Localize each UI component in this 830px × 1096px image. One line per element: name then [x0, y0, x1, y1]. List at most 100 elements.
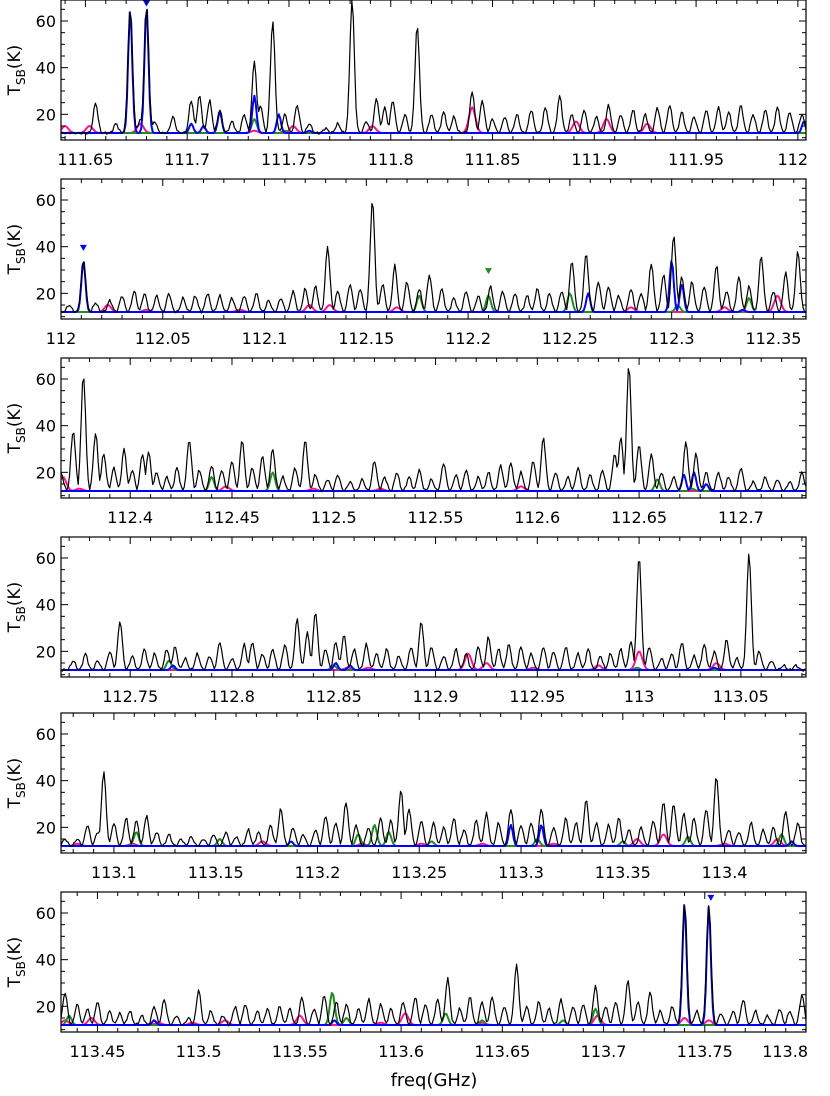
panel-plot-area [61, 553, 806, 672]
y-axis-label-main: T [5, 442, 25, 454]
panel-plot-area [61, 894, 806, 1027]
x-tick-label: 113.3 [498, 863, 544, 882]
panel-6: 20 40 60 113.45 113.5 113.55 113.6 113.65 113.7 1… [5, 891, 808, 1061]
y-tick-label: 60 [36, 191, 56, 210]
x-tick-label: 112.75 [102, 687, 158, 706]
series-observed [61, 0, 806, 135]
panel-plot-area [61, 0, 806, 135]
x-tick-label: 112.65 [611, 508, 667, 527]
y-axis-label: TSB(K) [5, 45, 28, 97]
x-tick-label: 112.05 [135, 329, 191, 348]
x-tick-label: 112.85 [306, 687, 362, 706]
panel-frame [60, 0, 807, 141]
y-tick-label: 40 [36, 59, 56, 78]
y-tick-label: 20 [36, 463, 56, 482]
x-tick-label: 111.75 [261, 150, 317, 169]
panel-3: 20 40 60 112.4 112.45 112.5 112.55 112.6 112.65 1… [5, 357, 807, 527]
y-axis-label-unit: (K) [5, 403, 25, 427]
x-tick-label: 113.6 [378, 1042, 424, 1061]
y-tick-label: 40 [36, 951, 56, 970]
x-tick-label: 112 [46, 329, 77, 348]
x-tick-label: 113.7 [581, 1042, 627, 1061]
y-axis-label: TSB(K) [5, 403, 28, 455]
x-tick-label: 113.15 [188, 863, 244, 882]
y-axis-label-main: T [5, 84, 25, 96]
y-axis-label-main: T [5, 621, 25, 633]
y-axis-label-sub: SB [14, 961, 28, 977]
y-tick-label: 20 [36, 105, 56, 124]
y-axis-label: TSB(K) [5, 582, 28, 634]
series-observed [61, 368, 806, 493]
series-magenta [61, 833, 806, 847]
x-tick-label: 113.05 [713, 687, 769, 706]
x-tick-label: 111.7 [164, 150, 210, 169]
line-marker-blue [707, 894, 715, 901]
y-axis-label-unit: (K) [5, 224, 25, 248]
x-tick-label: 112.8 [209, 687, 255, 706]
panel-frame [60, 712, 807, 854]
y-axis-label-unit: (K) [5, 582, 25, 606]
panel-5: 20 40 60 113.1 113.15 113.2 113.25 113.3 113.35 1… [5, 712, 807, 882]
x-tick-label: 113.75 [677, 1042, 733, 1061]
y-axis-label-sub: SB [14, 69, 28, 85]
x-axis-label: freq(GHz) [391, 1070, 478, 1091]
x-tick-label: 112.35 [745, 329, 801, 348]
y-axis-label-unit: (K) [5, 45, 25, 69]
x-tick-label: 112.55 [408, 508, 464, 527]
x-tick-label: 111.95 [668, 150, 724, 169]
panel-4: 20 40 60 112.75 112.8 112.85 112.9 112.95 113 113… [5, 536, 807, 706]
series-blue [61, 9, 806, 134]
y-axis-label-sub: SB [14, 427, 28, 443]
x-tick-label: 113.1 [91, 863, 137, 882]
x-tick-label: 113.65 [474, 1042, 530, 1061]
x-tick-label: 112.9 [413, 687, 459, 706]
panel-frame [60, 891, 807, 1033]
y-tick-label: 40 [36, 417, 56, 436]
y-axis-label-main: T [5, 976, 25, 988]
x-tick-label: 111.9 [571, 150, 617, 169]
series-blue [61, 471, 806, 492]
panel-1: 20 40 60 111.65 111.7 111.75 111.8 111.85 111.9 1… [5, 0, 808, 169]
x-tick-label: 113.55 [272, 1042, 328, 1061]
y-axis-label-sub: SB [14, 606, 28, 622]
y-tick-label: 60 [36, 370, 56, 389]
y-axis-label: TSB(K) [5, 937, 28, 989]
panel-plot-area [61, 771, 806, 847]
y-tick-label: 60 [36, 725, 56, 744]
x-tick-label: 112.15 [338, 329, 394, 348]
y-axis-label-unit: (K) [5, 937, 25, 961]
y-axis-label: TSB(K) [5, 758, 28, 810]
x-tick-label: 113.35 [595, 863, 651, 882]
y-tick-label: 60 [36, 12, 56, 31]
series-blue [61, 260, 806, 313]
panel-2: 20 40 60 112 112.05 112.1 112.15 112.2 112.25 112… [5, 178, 807, 348]
panel-frame [60, 357, 807, 499]
y-tick-label: 40 [36, 596, 56, 615]
x-tick-label: 112.25 [542, 329, 598, 348]
series-blue [61, 662, 806, 671]
x-tick-label: 113.45 [69, 1042, 125, 1061]
series-observed [61, 905, 806, 1027]
y-tick-label: 40 [36, 238, 56, 257]
series-blue [61, 904, 806, 1026]
x-tick-label: 112.4 [107, 508, 153, 527]
x-tick-label: 112.45 [204, 508, 260, 527]
x-tick-label: 113 [624, 687, 655, 706]
y-tick-label: 40 [36, 772, 56, 791]
series-blue [61, 824, 806, 847]
line-marker-green [484, 268, 492, 275]
x-tick-label: 111.85 [465, 150, 521, 169]
x-tick-label: 112.2 [445, 329, 491, 348]
panel-frame [60, 536, 807, 678]
x-tick-label: 112.95 [509, 687, 565, 706]
x-tick-label: 112.7 [718, 508, 764, 527]
x-tick-label: 113.5 [176, 1042, 222, 1061]
y-tick-label: 20 [36, 997, 56, 1016]
y-axis-label-main: T [5, 263, 25, 275]
y-axis-label-unit: (K) [5, 758, 25, 782]
series-observed [61, 553, 806, 672]
series-observed [61, 202, 806, 314]
x-tick-label: 111.8 [368, 150, 414, 169]
x-tick-label: 112.5 [311, 508, 357, 527]
